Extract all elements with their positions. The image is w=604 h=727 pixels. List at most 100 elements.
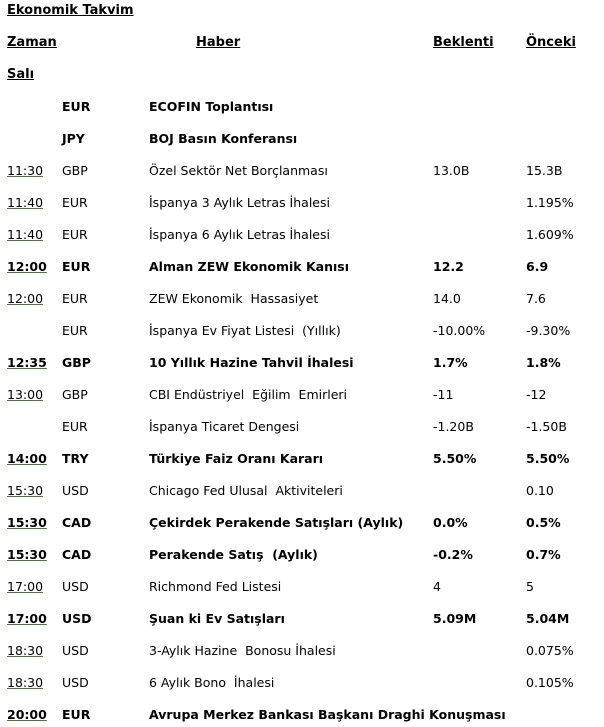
row-expected: 12.2: [433, 259, 464, 274]
table-row: 12:00 EUR Alman ZEW Ekonomik Kanısı 12.2 6.9: [0, 259, 604, 279]
row-event: Richmond Fed Listesi: [149, 579, 282, 594]
row-currency: USD: [62, 675, 89, 690]
row-event: 3-Aylık Hazine Bonosu İhalesi: [149, 643, 336, 658]
row-previous: 1.609%: [526, 227, 574, 242]
row-currency: EUR: [62, 227, 88, 242]
row-event: İspanya 6 Aylık Letras İhalesi: [149, 227, 330, 242]
row-currency: EUR: [62, 99, 91, 114]
page-title: Ekonomik Takvim: [7, 3, 134, 18]
row-event: Perakende Satış (Aylık): [149, 547, 318, 562]
row-time: 11:40: [7, 195, 44, 210]
row-expected: 5.50%: [433, 451, 477, 466]
row-expected: 0.0%: [433, 515, 468, 530]
table-row: 18:30 USD 3-Aylık Hazine Bonosu İhalesi 0.0…: [0, 643, 604, 663]
row-expected: 14.0: [433, 291, 461, 306]
row-currency: GBP: [62, 387, 88, 402]
row-previous: 5.04M: [526, 611, 570, 626]
row-currency: EUR: [62, 707, 91, 722]
table-row: 20:00 EUR Avrupa Merkez Bankası Başkanı Dr…: [0, 707, 604, 727]
row-expected: -1.20B: [433, 419, 474, 434]
row-expected: -11: [433, 387, 454, 402]
row-currency: USD: [62, 611, 92, 626]
row-event: İspanya Ticaret Dengesi: [149, 419, 300, 434]
row-previous: 1.195%: [526, 195, 574, 210]
table-row: 11:40 EUR İspanya 3 Aylık Letras İhalesi 1.…: [0, 195, 604, 215]
row-time: 12:35: [7, 355, 47, 370]
row-expected: 13.0B: [433, 163, 470, 178]
table-row: EUR İspanya Ticaret Dengesi -1.20B -1.50B: [0, 419, 604, 439]
row-currency: EUR: [62, 419, 88, 434]
row-event: BOJ Basın Konferansı: [149, 131, 298, 146]
row-time: 15:30: [7, 483, 44, 498]
row-event: 6 Aylık Bono İhalesi: [149, 675, 275, 690]
table-row: 14:00 TRY Türkiye Faiz Oranı Kararı 5.50% 5.…: [0, 451, 604, 471]
row-event: Özel Sektör Net Borçlanması: [149, 163, 328, 178]
day-label: Salı: [7, 67, 35, 82]
row-time: 17:00: [7, 579, 44, 594]
row-event: ECOFIN Toplantısı: [149, 99, 274, 114]
row-expected: 5.09M: [433, 611, 477, 626]
row-currency: CAD: [62, 515, 92, 530]
row-time: 17:00: [7, 611, 47, 626]
row-previous: 7.6: [526, 291, 546, 306]
row-time: 12:00: [7, 291, 44, 306]
column-header-previous: Önceki: [526, 35, 576, 50]
row-expected: -0.2%: [433, 547, 473, 562]
row-currency: GBP: [62, 355, 91, 370]
row-previous: 0.075%: [526, 643, 574, 658]
row-time: 13:00: [7, 387, 44, 402]
row-time: 12:00: [7, 259, 47, 274]
table-row: 12:35 GBP 10 Yıllık Hazine Tahvil İhalesi …: [0, 355, 604, 375]
row-time: 15:30: [7, 547, 47, 562]
table-row: 15:30 USD Chicago Fed Ulusal Aktiviteleri 0…: [0, 483, 604, 503]
row-previous: 15.3B: [526, 163, 563, 178]
row-event: Şuan ki Ev Satışları: [149, 611, 285, 626]
row-event: İspanya 3 Aylık Letras İhalesi: [149, 195, 330, 210]
row-event: ZEW Ekonomik Hassasiyet: [149, 291, 319, 306]
column-header-event: Haber: [196, 35, 241, 50]
row-time: 11:30: [7, 163, 44, 178]
row-currency: GBP: [62, 163, 88, 178]
row-currency: USD: [62, 483, 89, 498]
row-event: CBI Endüstriyel Eğilim Emirleri: [149, 387, 348, 402]
row-expected: 1.7%: [433, 355, 468, 370]
row-event: 10 Yıllık Hazine Tahvil İhalesi: [149, 355, 354, 370]
row-time: 15:30: [7, 515, 47, 530]
table-row: 11:30 GBP Özel Sektör Net Borçlanması 13.0B…: [0, 163, 604, 183]
row-currency: USD: [62, 643, 89, 658]
row-currency: USD: [62, 579, 89, 594]
table-row: 17:00 USD Richmond Fed Listesi 4 5: [0, 579, 604, 599]
row-previous: 5.50%: [526, 451, 570, 466]
row-currency: TRY: [62, 451, 89, 466]
table-row: 11:40 EUR İspanya 6 Aylık Letras İhalesi 1.…: [0, 227, 604, 247]
column-header-time: Zaman: [7, 35, 57, 50]
table-row: JPY BOJ Basın Konferansı: [0, 131, 604, 151]
table-row: 15:30 CAD Perakende Satış (Aylık) -0.2% 0.7%: [0, 547, 604, 567]
row-expected: -10.00%: [433, 323, 486, 338]
row-event: İspanya Ev Fiyat Listesi (Yıllık): [149, 323, 341, 338]
row-previous: -9.30%: [526, 323, 571, 338]
row-expected: 4: [433, 579, 441, 594]
row-event: Alman ZEW Ekonomik Kanısı: [149, 259, 350, 274]
row-currency: EUR: [62, 291, 88, 306]
row-event: Avrupa Merkez Bankası Başkanı Draghi Kon…: [149, 707, 506, 722]
row-currency: EUR: [62, 323, 88, 338]
row-event: Türkiye Faiz Oranı Kararı: [149, 451, 324, 466]
table-row: EUR ECOFIN Toplantısı: [0, 99, 604, 119]
row-time: 20:00: [7, 707, 47, 722]
row-time: 18:30: [7, 643, 44, 658]
row-previous: 0.5%: [526, 515, 561, 530]
row-previous: -1.50B: [526, 419, 567, 434]
row-time: 18:30: [7, 675, 44, 690]
table-row: 13:00 GBP CBI Endüstriyel Eğilim Emirleri -…: [0, 387, 604, 407]
table-row: 15:30 CAD Çekirdek Perakende Satışları (Ay…: [0, 515, 604, 535]
row-event: Çekirdek Perakende Satışları (Aylık): [149, 515, 404, 530]
table-row: 18:30 USD 6 Aylık Bono İhalesi 0.105%: [0, 675, 604, 695]
row-previous: -12: [526, 387, 547, 402]
table-row: 12:00 EUR ZEW Ekonomik Hassasiyet 14.0 7.6: [0, 291, 604, 311]
row-previous: 0.7%: [526, 547, 561, 562]
row-previous: 0.10: [526, 483, 554, 498]
row-currency: EUR: [62, 259, 91, 274]
row-currency: JPY: [62, 131, 85, 146]
row-previous: 1.8%: [526, 355, 561, 370]
